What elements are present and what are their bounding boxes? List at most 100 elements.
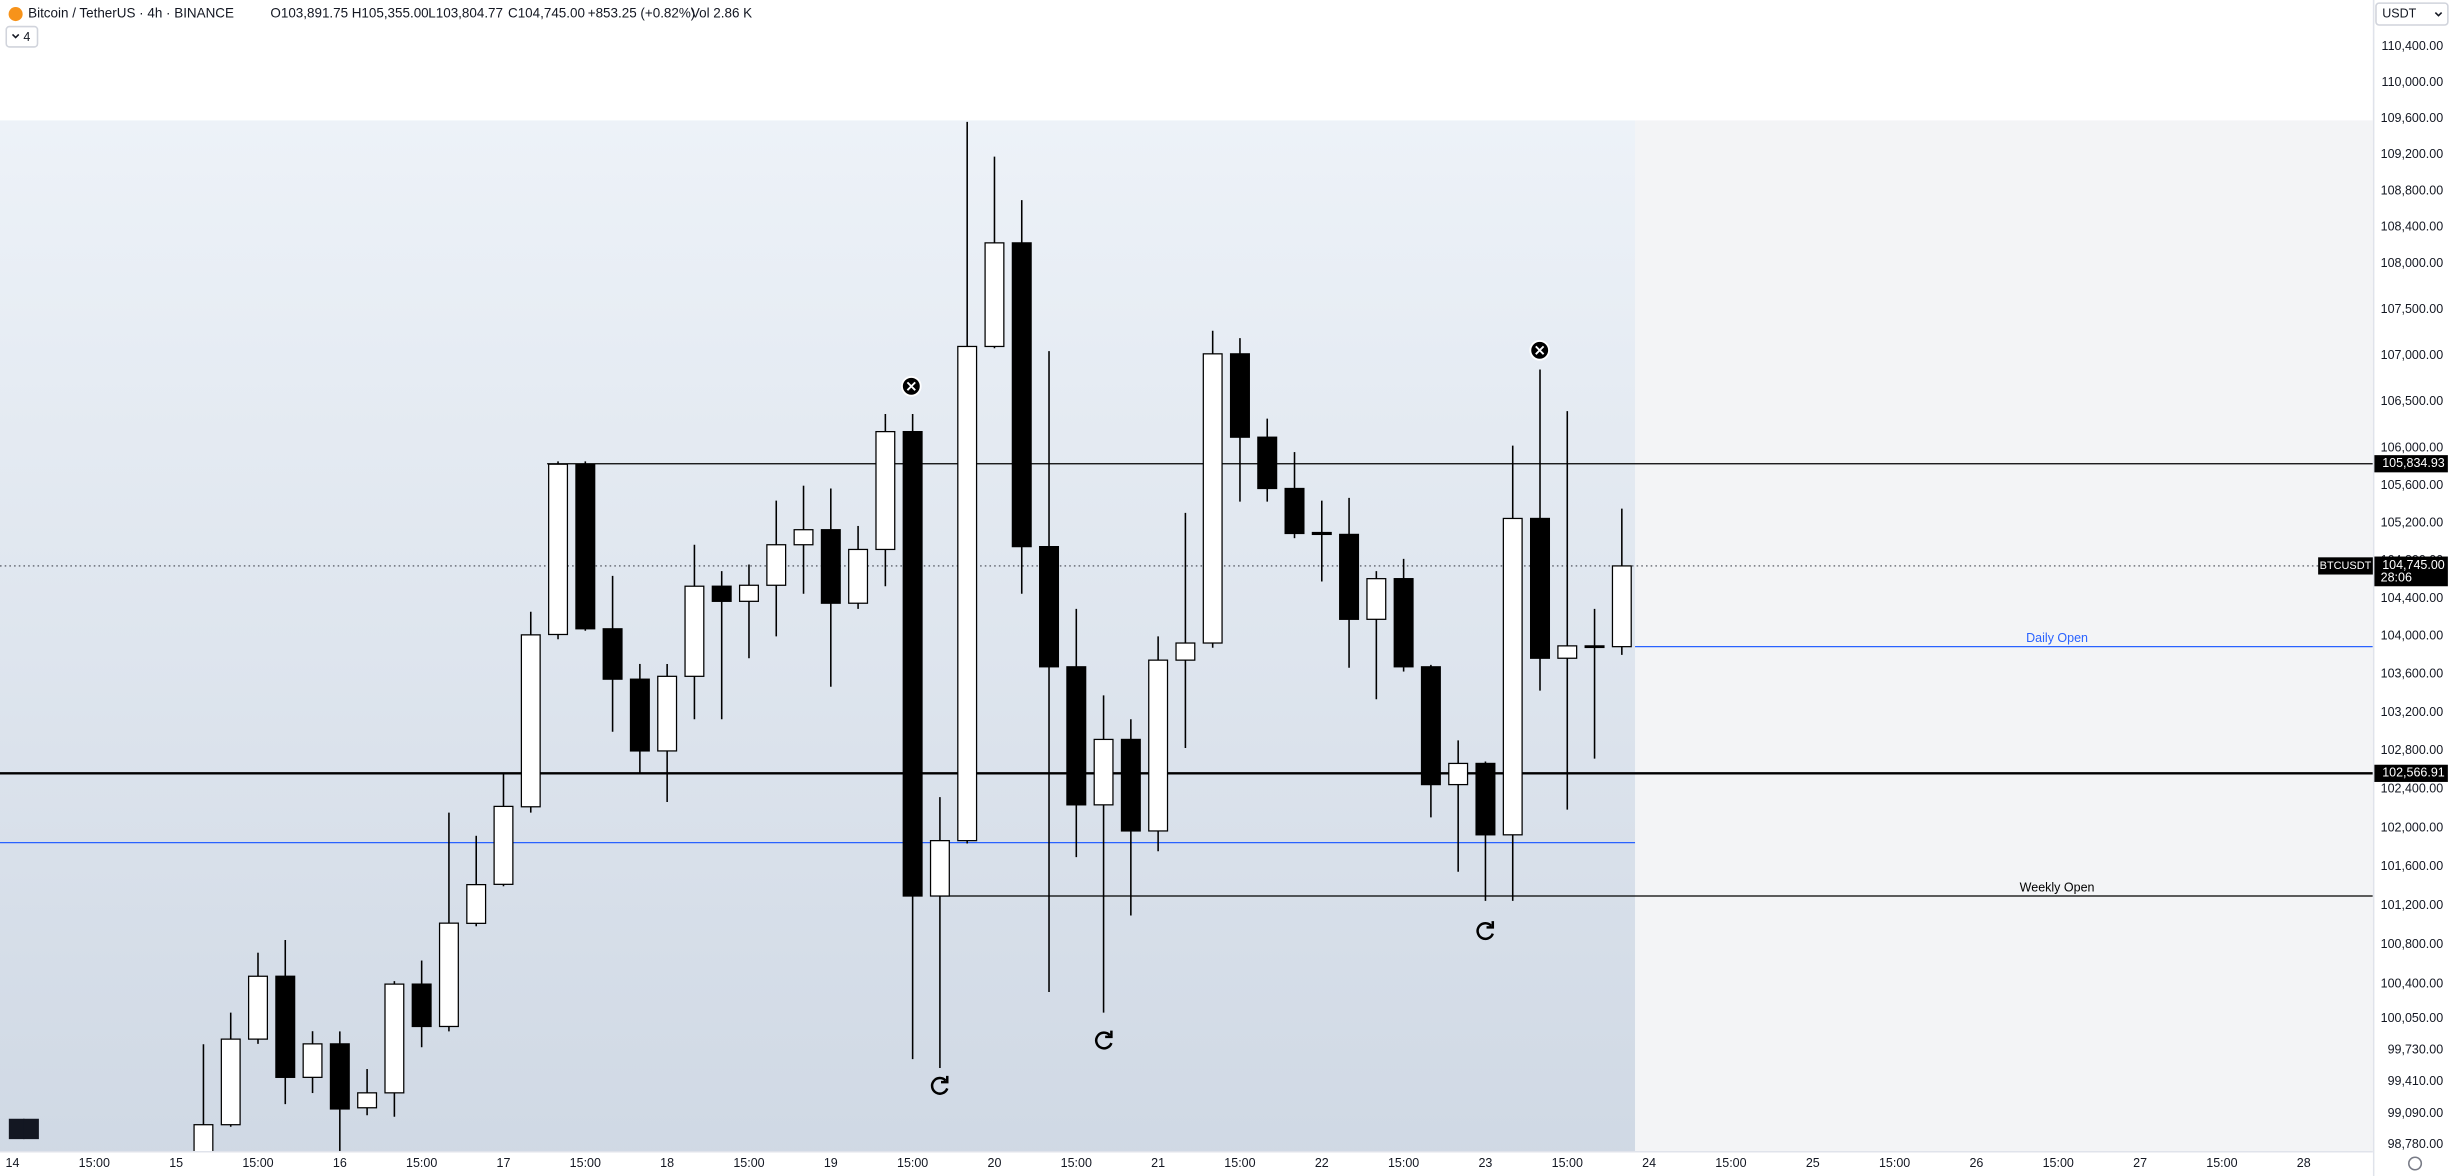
y-tick-label: 101,200.00 <box>2381 898 2444 912</box>
y-tick-label: 108,000.00 <box>2381 256 2444 270</box>
y-tick-label: 107,000.00 <box>2381 348 2444 362</box>
candle-body <box>820 529 841 604</box>
symbol-badge-label: BTCUSDT <box>2320 560 2372 572</box>
y-tick-label: 100,050.00 <box>2381 1011 2444 1025</box>
candle-body <box>329 1043 350 1110</box>
x-tick-label: 27 <box>2133 1156 2147 1170</box>
y-tick-label: 99,730.00 <box>2388 1042 2444 1056</box>
candle-body <box>384 983 405 1094</box>
y-tick-label: 102,000.00 <box>2381 820 2444 834</box>
currency-select[interactable] <box>2375 2 2449 26</box>
candle-body <box>1093 738 1114 806</box>
indicator-toggle[interactable] <box>5 25 39 48</box>
countdown: 28:06 <box>2381 571 2412 585</box>
price-axis-bg <box>2372 0 2451 1176</box>
candle-body <box>957 345 978 842</box>
reload-icon <box>1094 1030 1113 1050</box>
y-tick-label: 100,400.00 <box>2381 976 2444 990</box>
candle-body <box>1066 666 1087 806</box>
y-tick-label: 101,600.00 <box>2381 859 2444 873</box>
y-tick-label: 108,400.00 <box>2381 220 2444 234</box>
settings-icon[interactable] <box>2408 1156 2423 1171</box>
y-tick-label: 102,800.00 <box>2381 743 2444 757</box>
candle-body <box>738 584 759 602</box>
ohlc-low: L103,804.77 <box>428 6 503 21</box>
candle-body <box>793 529 814 546</box>
candle-body <box>357 1092 378 1109</box>
x-tick-label: 25 <box>1806 1156 1820 1170</box>
x-tick-label: 15:00 <box>1879 1156 1910 1170</box>
candle-body <box>1257 436 1278 490</box>
symbol-badge <box>2318 557 2373 575</box>
volume: Vol 2.86 K <box>691 6 752 21</box>
candle-body <box>875 430 896 551</box>
candle-body <box>548 463 569 636</box>
candle-body <box>1202 353 1223 644</box>
y-tick-label: 98,780.00 <box>2388 1137 2444 1151</box>
chevron <box>11 33 20 39</box>
candle-body <box>1393 578 1414 668</box>
y-tick-label: 106,500.00 <box>2381 394 2444 408</box>
future-shade <box>1635 120 2373 1176</box>
y-tick-label: 107,500.00 <box>2381 302 2444 316</box>
candle-body <box>247 975 268 1040</box>
header-bg <box>0 0 2373 51</box>
ohlc-open: O103,891.75 <box>270 6 348 21</box>
x-tick-label: 19 <box>824 1156 838 1170</box>
currency: USDT <box>2382 6 2416 20</box>
candle-body <box>984 242 1005 348</box>
indicator-count: 4 <box>23 30 30 44</box>
level-badge <box>2374 455 2448 473</box>
y-tick-label: 108,800.00 <box>2381 183 2444 197</box>
x-tick-label: 15:00 <box>79 1156 110 1170</box>
logo: ▇▇ <box>8 1117 39 1140</box>
x-tick-label: 15:00 <box>570 1156 601 1170</box>
candle-body <box>1611 565 1632 648</box>
candle-body <box>1420 666 1441 786</box>
y-tick-label: 99,410.00 <box>2388 1074 2444 1088</box>
x-tick-label: 17 <box>497 1156 511 1170</box>
ohlc-close: C104,745.00 <box>508 6 585 21</box>
candle-body <box>575 463 596 630</box>
candle-body <box>520 634 541 808</box>
ohlc-high: H105,355.00 <box>352 6 429 21</box>
candle-body <box>1557 645 1578 659</box>
candle-body <box>275 975 296 1078</box>
x-tick-label: 28 <box>2297 1156 2311 1170</box>
symbol[interactable]: Bitcoin / TetherUS · 4h · BINANCE <box>28 6 234 21</box>
candle-body <box>220 1038 241 1126</box>
y-tick-label: 100,800.00 <box>2381 937 2444 951</box>
candle-body <box>1011 242 1032 548</box>
candle-body <box>1529 517 1551 659</box>
candle-body <box>302 1043 323 1078</box>
candle-body <box>602 628 623 680</box>
range-zone <box>0 120 1636 1176</box>
y-tick-label: 104,400.00 <box>2381 591 2444 605</box>
y-tick-label: 105,600.00 <box>2381 478 2444 492</box>
candle-body <box>1039 546 1060 668</box>
candle-body <box>1229 353 1250 438</box>
candle-body <box>629 678 650 752</box>
symbol-icon <box>8 7 23 22</box>
candle-body <box>1148 659 1169 832</box>
x-tick-label: 15:00 <box>1552 1156 1583 1170</box>
x-tick-label: 15 <box>169 1156 183 1170</box>
markers <box>900 339 1551 397</box>
candle-body <box>1120 738 1141 832</box>
level-badge-label: 105,834.93 <box>2382 456 2445 470</box>
x-tick-label: 24 <box>1642 1156 1656 1170</box>
candle-body <box>684 585 705 677</box>
h-line-label: Weekly Open <box>2020 880 2095 894</box>
price-badge-label: 104,745.00 <box>2382 558 2445 572</box>
x-tick-label: 23 <box>1478 1156 1492 1170</box>
y-tick-label: 110,000.00 <box>2382 75 2444 89</box>
x-tick-label: 15:00 <box>897 1156 928 1170</box>
candle-body <box>1584 645 1605 649</box>
x-tick-label: 15:00 <box>2043 1156 2074 1170</box>
candle-body <box>493 805 514 885</box>
x-tick-label: 20 <box>988 1156 1002 1170</box>
candle-body <box>1311 531 1332 536</box>
y-tick-label: 104,000.00 <box>2381 629 2444 643</box>
candle-body <box>411 983 432 1028</box>
